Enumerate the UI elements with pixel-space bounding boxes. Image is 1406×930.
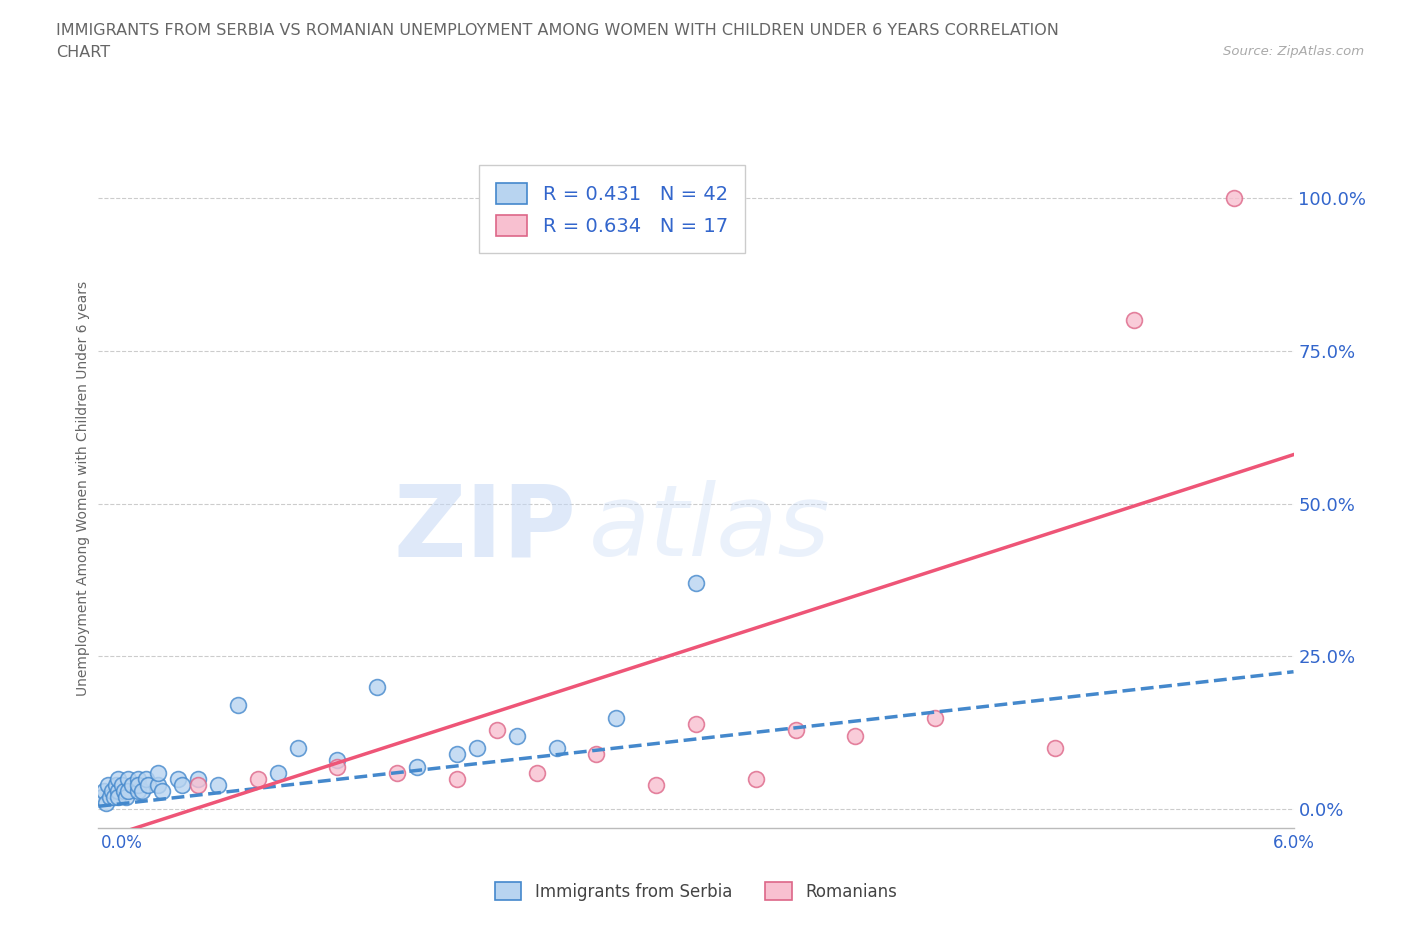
Text: atlas: atlas [588,481,830,578]
Point [585,747,607,762]
Text: ZIP: ZIP [394,481,576,578]
Point [127,771,149,786]
Point [844,728,866,743]
Point [187,771,209,786]
Point [117,784,139,799]
Point [406,759,429,774]
Point [326,759,349,774]
Point [526,765,548,780]
Point [446,771,468,786]
Point [107,771,129,786]
Point [645,777,668,792]
Point [150,784,173,799]
Point [1223,191,1246,206]
Point [148,765,170,780]
Text: IMMIGRANTS FROM SERBIA VS ROMANIAN UNEMPLOYMENT AMONG WOMEN WITH CHILDREN UNDER : IMMIGRANTS FROM SERBIA VS ROMANIAN UNEMP… [56,23,1059,38]
Point [112,784,135,799]
Point [97,777,120,792]
Point [485,723,508,737]
Point [136,777,159,792]
Point [385,765,409,780]
Point [546,741,568,756]
Point [148,777,170,792]
Point [107,790,129,804]
Point [93,784,115,799]
Point [103,790,125,804]
Point [105,777,128,792]
Point [685,716,707,731]
Point [326,753,349,768]
Legend: Immigrants from Serbia, Romanians: Immigrants from Serbia, Romanians [488,876,904,908]
Point [187,777,209,792]
Point [785,723,807,737]
Point [287,741,309,756]
Point [446,747,468,762]
Text: 6.0%: 6.0% [1272,834,1315,852]
Point [246,771,269,786]
Point [98,790,122,804]
Point [135,771,157,786]
Point [226,698,249,712]
Point [366,680,388,695]
Point [1123,312,1146,327]
Point [121,777,143,792]
Point [167,771,190,786]
Point [745,771,768,786]
Point [127,777,149,792]
Y-axis label: Unemployment Among Women with Children Under 6 years: Unemployment Among Women with Children U… [76,281,90,696]
Point [506,728,529,743]
Point [267,765,290,780]
Text: Source: ZipAtlas.com: Source: ZipAtlas.com [1223,45,1364,58]
Point [111,777,134,792]
Point [685,576,707,591]
Point [1043,741,1066,756]
Point [117,771,139,786]
Point [91,790,114,804]
Text: CHART: CHART [56,45,110,60]
Point [115,790,138,804]
Point [172,777,194,792]
Point [127,784,149,799]
Point [924,711,946,725]
Text: 0.0%: 0.0% [101,834,143,852]
Point [605,711,627,725]
Point [107,784,129,799]
Point [131,784,153,799]
Point [96,796,118,811]
Point [465,741,488,756]
Point [207,777,229,792]
Point [101,784,124,799]
